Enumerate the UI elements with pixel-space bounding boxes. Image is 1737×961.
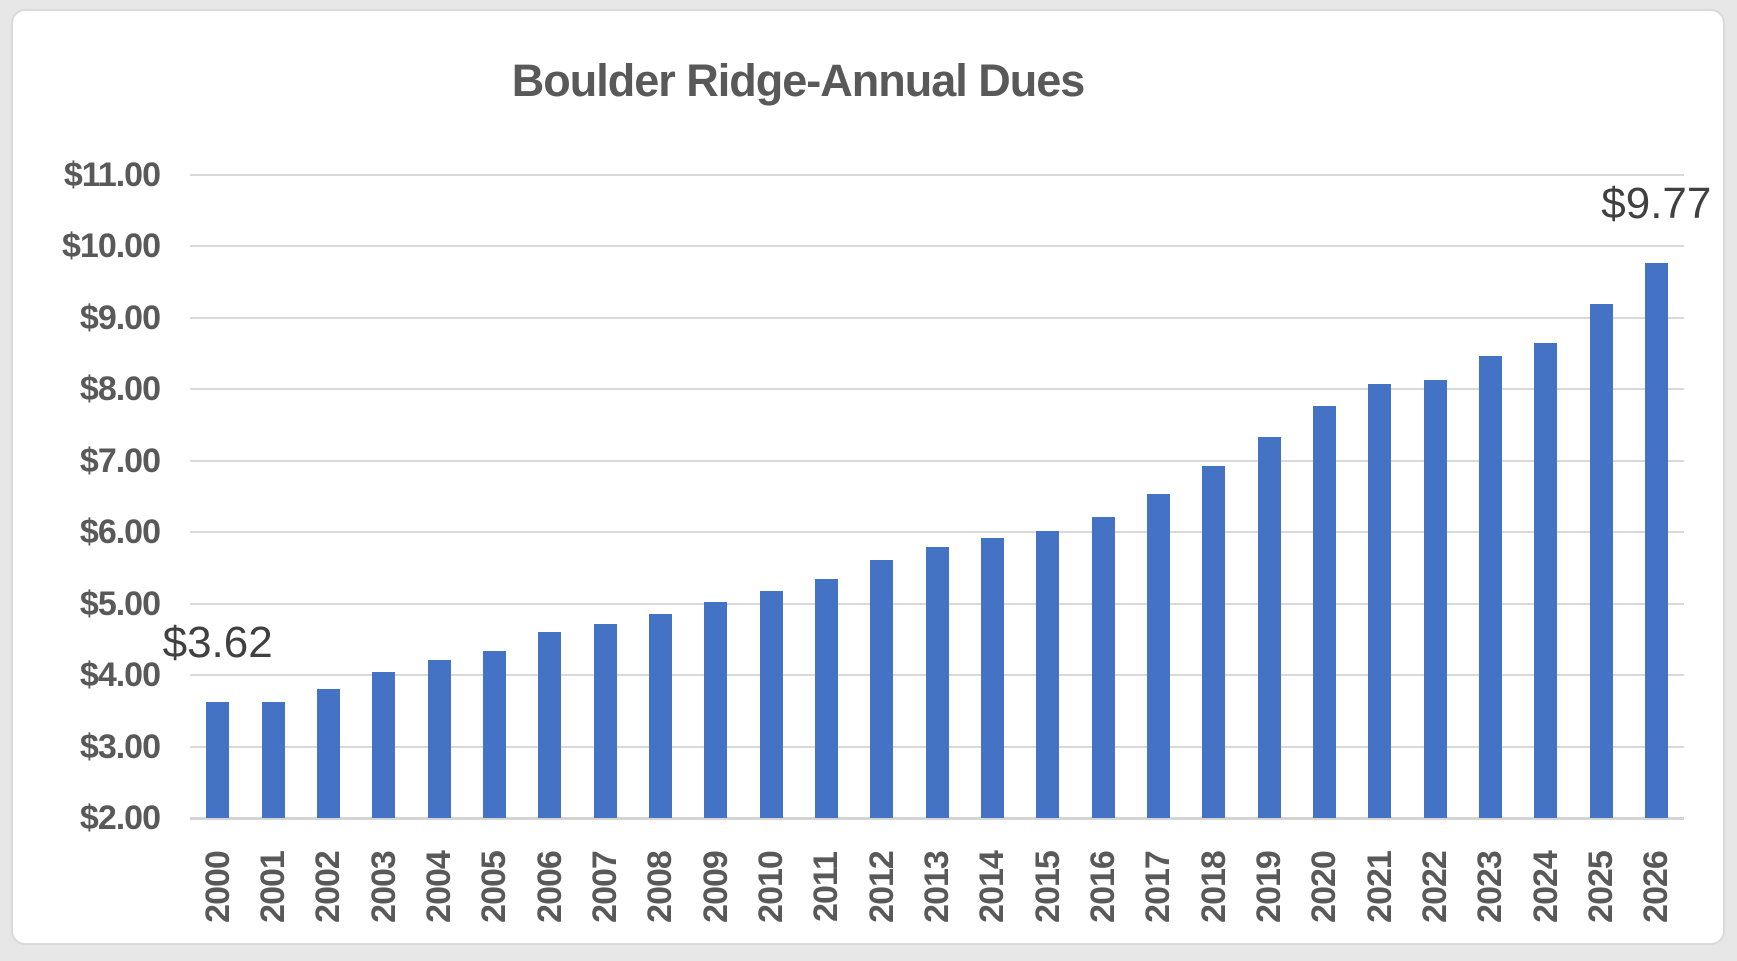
y-tick-label: $6.00 (79, 513, 161, 552)
chart-title: Boulder Ridge-Annual Dues (511, 55, 1086, 106)
x-tick-label-2008: 2008 (641, 851, 680, 923)
bar-2018 (1202, 465, 1226, 818)
bar-2004 (427, 660, 451, 818)
x-tick-label-2021: 2021 (1360, 851, 1399, 923)
bar-2025 (1589, 304, 1613, 818)
gridline (190, 316, 1684, 319)
x-axis-baseline (190, 817, 1684, 820)
y-tick-label: $4.00 (79, 656, 161, 695)
x-tick-label-2013: 2013 (918, 851, 956, 923)
chart-card: Boulder Ridge-Annual Dues $11.00 $10.00 $9… (11, 9, 1725, 945)
data-label-2026: $9.77 (1601, 178, 1712, 228)
bar-2020 (1312, 405, 1336, 818)
bar-2005 (482, 650, 506, 818)
gridline (190, 245, 1684, 248)
x-tick-label-2006: 2006 (530, 851, 569, 923)
x-tick-label-2010: 2010 (752, 851, 790, 923)
bar-2014 (980, 537, 1004, 818)
bar-2003 (372, 672, 396, 818)
bar-2019 (1257, 437, 1281, 818)
y-tick-label: $5.00 (79, 584, 161, 623)
bar-2007 (593, 623, 617, 818)
x-tick-label-2003: 2003 (364, 851, 403, 923)
x-tick-label-2012: 2012 (862, 851, 901, 923)
bar-2001 (261, 702, 285, 818)
x-tick-label-2020: 2020 (1305, 851, 1344, 923)
y-tick-label: $2.00 (79, 799, 161, 837)
bar-2021 (1368, 383, 1392, 818)
bar-2022 (1423, 380, 1447, 818)
y-tick-label: $10.00 (62, 227, 161, 266)
x-tick-label-2005: 2005 (475, 851, 514, 923)
x-tick-label-2016: 2016 (1084, 851, 1122, 923)
bar-2009 (704, 601, 728, 818)
x-tick-label-2004: 2004 (420, 851, 458, 923)
bar-2000 (206, 702, 230, 818)
x-tick-label-2009: 2009 (696, 851, 735, 923)
bar-2024 (1534, 342, 1558, 818)
gridline (190, 459, 1684, 462)
y-tick-label: $9.00 (79, 298, 161, 337)
x-tick-label-2024: 2024 (1526, 851, 1565, 923)
bar-2002 (316, 689, 340, 818)
x-tick-label-2002: 2002 (309, 851, 348, 923)
gridline (190, 174, 1684, 176)
y-tick-label: $3.00 (79, 727, 161, 766)
bar-2016 (1091, 516, 1115, 818)
x-tick-label-2017: 2017 (1139, 851, 1178, 923)
bar-2023 (1478, 355, 1502, 818)
x-tick-label-2015: 2015 (1028, 851, 1067, 923)
x-tick-label-2018: 2018 (1194, 851, 1233, 923)
x-tick-label-2001: 2001 (254, 851, 292, 923)
bar-2011 (814, 579, 838, 818)
bar-2012 (870, 560, 894, 818)
bar-2026 (1644, 262, 1668, 818)
gridline (190, 531, 1684, 534)
y-tick-label: $11.00 (63, 156, 161, 194)
bar-2006 (538, 632, 562, 818)
bar-2010 (759, 590, 783, 818)
x-tick-label-2000: 2000 (198, 851, 237, 923)
bar-2017 (1146, 494, 1170, 818)
x-tick-label-2025: 2025 (1582, 851, 1620, 923)
x-tick-label-2023: 2023 (1471, 851, 1510, 923)
x-tick-label-2007: 2007 (586, 851, 624, 923)
bar-2013 (925, 547, 949, 818)
bar-2015 (1036, 530, 1060, 818)
y-tick-label: $7.00 (79, 441, 161, 480)
data-label-2000: $3.62 (162, 618, 273, 668)
y-tick-label: $8.00 (79, 370, 161, 409)
x-tick-label-2011: 2011 (807, 852, 846, 922)
x-tick-label-2026: 2026 (1637, 851, 1676, 923)
bar-2008 (648, 614, 672, 818)
x-tick-label-2014: 2014 (973, 851, 1012, 923)
x-tick-label-2022: 2022 (1416, 851, 1454, 923)
gridline (190, 388, 1684, 391)
x-tick-label-2019: 2019 (1250, 851, 1288, 923)
